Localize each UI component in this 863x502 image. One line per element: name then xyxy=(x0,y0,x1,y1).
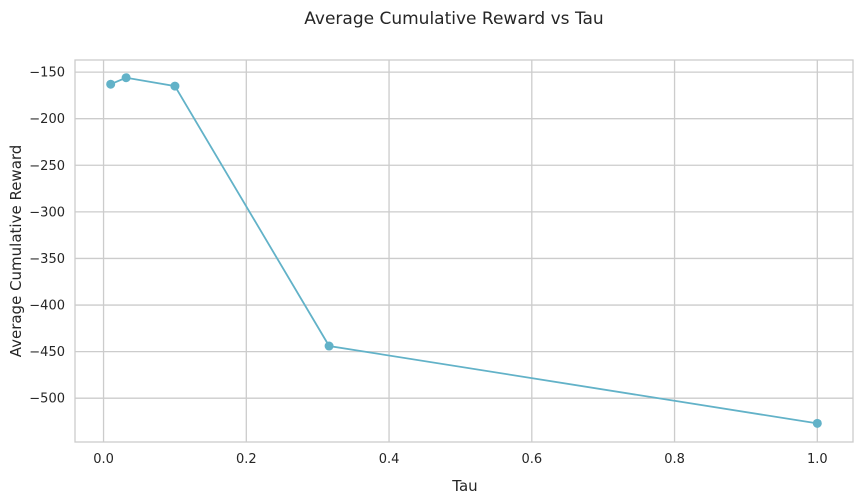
y-tick-label: −200 xyxy=(29,112,65,127)
chart-title: Average Cumulative Reward vs Tau xyxy=(304,9,603,29)
x-tick-label: 0.0 xyxy=(93,452,114,467)
plot-frame xyxy=(74,59,854,443)
x-tick-labels: 0.0 0.2 0.4 0.6 0.8 1.0 xyxy=(93,452,827,467)
x-tick-label: 0.6 xyxy=(521,452,542,467)
data-point xyxy=(324,341,334,351)
y-axis-label: Average Cumulative Reward xyxy=(7,145,25,358)
x-tick-label: 0.2 xyxy=(236,452,257,467)
x-tick-label: 0.8 xyxy=(664,452,685,467)
y-tick-label: −400 xyxy=(29,299,65,314)
y-tick-label: −500 xyxy=(29,392,65,407)
y-tick-label: −450 xyxy=(29,345,65,360)
y-tick-labels: −150 −200 −250 −300 −350 −400 −450 −500 xyxy=(29,66,65,407)
y-tick-label: −150 xyxy=(29,66,65,81)
x-tick-label: 1.0 xyxy=(807,452,828,467)
grid xyxy=(75,60,853,442)
series-layer xyxy=(106,73,822,428)
data-point xyxy=(121,73,131,83)
y-tick-label: −300 xyxy=(29,205,65,220)
data-point xyxy=(170,81,180,91)
data-point xyxy=(812,418,822,428)
x-tick-label: 0.4 xyxy=(379,452,400,467)
series-line xyxy=(110,76,818,425)
y-tick-label: −350 xyxy=(29,252,65,267)
data-point xyxy=(106,79,116,89)
x-axis-label: Tau xyxy=(451,477,477,495)
y-tick-label: −250 xyxy=(29,159,65,174)
